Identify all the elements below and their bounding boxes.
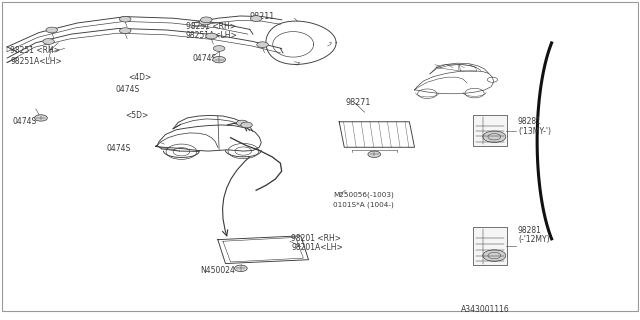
Text: (-'12MY): (-'12MY)	[518, 235, 550, 244]
Circle shape	[120, 28, 131, 34]
FancyBboxPatch shape	[472, 115, 507, 146]
FancyBboxPatch shape	[472, 227, 507, 266]
Text: A343001116: A343001116	[461, 305, 509, 314]
Text: 98271: 98271	[346, 98, 371, 107]
Text: M250056(-1003): M250056(-1003)	[333, 192, 394, 198]
Text: <5D>: <5D>	[125, 111, 148, 120]
Circle shape	[199, 19, 211, 25]
Text: 0474S: 0474S	[192, 53, 216, 62]
Text: 98211: 98211	[250, 12, 275, 21]
Circle shape	[205, 33, 217, 39]
Circle shape	[200, 17, 212, 23]
Circle shape	[483, 250, 506, 261]
Circle shape	[234, 265, 247, 271]
Text: ('13MY-'): ('13MY-')	[518, 127, 551, 136]
Text: 98201 <RH>: 98201 <RH>	[291, 234, 341, 243]
Text: 98251 <RH>: 98251 <RH>	[186, 22, 236, 31]
Text: 98251A<LH>: 98251A<LH>	[10, 57, 62, 66]
Circle shape	[212, 56, 225, 63]
Text: 98281: 98281	[518, 117, 542, 126]
Text: 0101S*A (1004-): 0101S*A (1004-)	[333, 201, 394, 208]
Text: <4D>: <4D>	[129, 73, 152, 82]
Circle shape	[250, 16, 262, 21]
Text: 98201A<LH>: 98201A<LH>	[291, 243, 343, 252]
Circle shape	[43, 39, 54, 44]
Text: 0474S: 0474S	[116, 85, 140, 94]
Circle shape	[35, 115, 47, 121]
Circle shape	[241, 122, 252, 128]
Text: 98251A<LH>: 98251A<LH>	[186, 31, 237, 40]
Circle shape	[483, 131, 506, 142]
Text: 0474S: 0474S	[12, 117, 36, 126]
Text: N450024: N450024	[200, 266, 235, 276]
Circle shape	[120, 16, 131, 22]
Circle shape	[213, 46, 225, 51]
Text: 98281: 98281	[518, 226, 542, 235]
Text: 0474S: 0474S	[106, 144, 131, 153]
Circle shape	[257, 42, 268, 48]
Text: 98251 <RH>: 98251 <RH>	[10, 45, 60, 55]
Circle shape	[368, 151, 381, 157]
Circle shape	[236, 120, 248, 126]
Circle shape	[46, 27, 58, 33]
